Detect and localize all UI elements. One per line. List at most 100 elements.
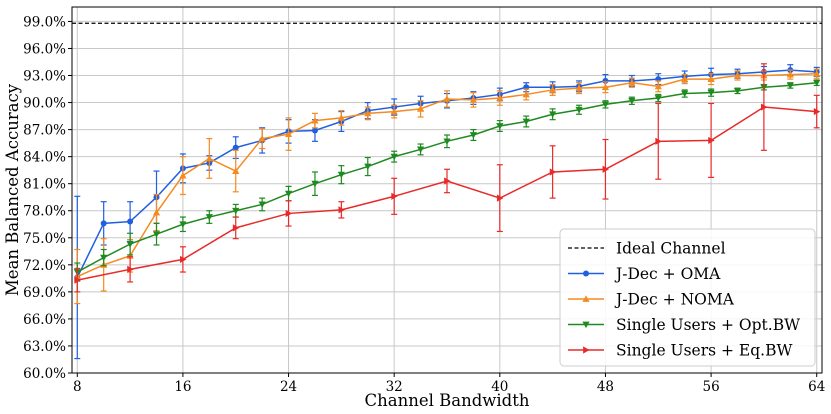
legend: Ideal Channel J-Dec + OMA J-Dec + NOMA Sing… [559, 228, 816, 367]
y-axis-ticks: 60.0% 63.0% 66.0% 69.0% 72.0% 75.0% 78.0% 81.0%… [23, 14, 72, 382]
y-axis-title: Mean Balanced Accuracy [3, 83, 22, 296]
data-point [628, 97, 636, 105]
data-point [337, 114, 345, 121]
x-axis-title: Channel Bandwidth [365, 391, 530, 410]
data-point [681, 90, 689, 98]
legend-entry: Single Users + Opt.BW [568, 316, 800, 334]
data-point [583, 346, 590, 354]
data-point [390, 153, 398, 161]
data-point [285, 209, 293, 218]
data-point [681, 75, 689, 82]
data-point [707, 75, 715, 82]
data-point [337, 171, 345, 179]
data-point [258, 201, 266, 209]
data-point [232, 224, 240, 232]
plot-area [71, 6, 823, 374]
data-point [311, 127, 318, 134]
data-point [583, 270, 589, 277]
x-tick-label: 48 [597, 379, 614, 395]
data-point [152, 231, 161, 238]
data-point [311, 116, 319, 124]
data-point [444, 177, 451, 185]
data-point [100, 220, 107, 227]
data-point [654, 82, 662, 90]
legend-entry: Single Users + Eq.BW [568, 342, 792, 360]
data-point [654, 95, 662, 102]
data-point [549, 86, 557, 93]
data-point [707, 89, 715, 97]
legend-box [559, 228, 816, 367]
data-point [786, 82, 794, 90]
data-point [575, 84, 583, 92]
y-tick-label: 96.0% [23, 41, 66, 57]
data-point [364, 109, 372, 117]
data-point [761, 103, 768, 111]
data-point [628, 79, 636, 86]
y-tick-label: 84.0% [23, 150, 66, 166]
y-tick-label: 75.0% [23, 231, 66, 247]
data-point [469, 96, 478, 103]
data-point [582, 321, 590, 329]
y-tick-label: 93.0% [23, 69, 66, 85]
data-point [284, 190, 293, 198]
x-tick-label: 8 [73, 379, 82, 395]
y-tick-label: 99.0% [23, 14, 66, 30]
data-point [74, 276, 81, 284]
y-tick-label: 69.0% [23, 285, 66, 301]
data-point [443, 95, 451, 102]
legend-entry: J-Dec + OMA [568, 265, 721, 283]
data-point [733, 71, 742, 79]
series-group [73, 63, 821, 360]
data-point [364, 163, 372, 171]
data-point [733, 87, 742, 95]
data-point [496, 94, 504, 101]
data-point [205, 214, 213, 221]
data-point [582, 295, 590, 302]
data-point [127, 265, 134, 273]
data-point [601, 101, 610, 108]
legend-label: Single Users + Opt.BW [616, 316, 800, 334]
y-tick-label: 66.0% [23, 312, 66, 328]
data-point [601, 83, 610, 91]
series [73, 79, 821, 282]
data-point [391, 192, 398, 200]
series [74, 63, 821, 293]
data-point [549, 111, 557, 118]
data-point [786, 71, 794, 78]
x-tick-label: 24 [280, 379, 297, 395]
data-point [549, 168, 557, 176]
x-tick-label: 16 [174, 379, 191, 395]
data-point [205, 154, 213, 162]
data-point [813, 70, 821, 77]
data-point [284, 130, 293, 137]
legend-label: J-Dec + OMA [614, 265, 721, 283]
data-point [258, 135, 266, 142]
data-point [708, 136, 715, 145]
data-point [126, 241, 134, 248]
y-tick-label: 81.0% [23, 177, 66, 193]
data-point [180, 255, 187, 264]
legend-label: Ideal Channel [616, 240, 726, 258]
x-tick-label: 32 [386, 379, 403, 395]
data-point [127, 218, 134, 225]
y-tick-label: 60.0% [23, 366, 66, 382]
y-tick-label: 78.0% [23, 204, 66, 220]
data-point [416, 146, 425, 154]
data-point [522, 90, 530, 98]
data-point [179, 171, 187, 179]
legend-entry: J-Dec + NOMA [568, 291, 735, 309]
data-point [575, 106, 583, 114]
legend-label: J-Dec + NOMA [614, 291, 735, 309]
data-point [655, 137, 662, 145]
y-tick-label: 63.0% [23, 339, 66, 355]
data-point [100, 254, 108, 262]
data-point [469, 132, 478, 139]
data-point [602, 165, 610, 173]
data-point [522, 118, 530, 126]
data-point [390, 107, 398, 115]
x-tick-label: 56 [702, 379, 719, 395]
y-tick-label: 87.0% [23, 123, 66, 139]
data-point [443, 138, 451, 145]
data-point [416, 105, 425, 112]
